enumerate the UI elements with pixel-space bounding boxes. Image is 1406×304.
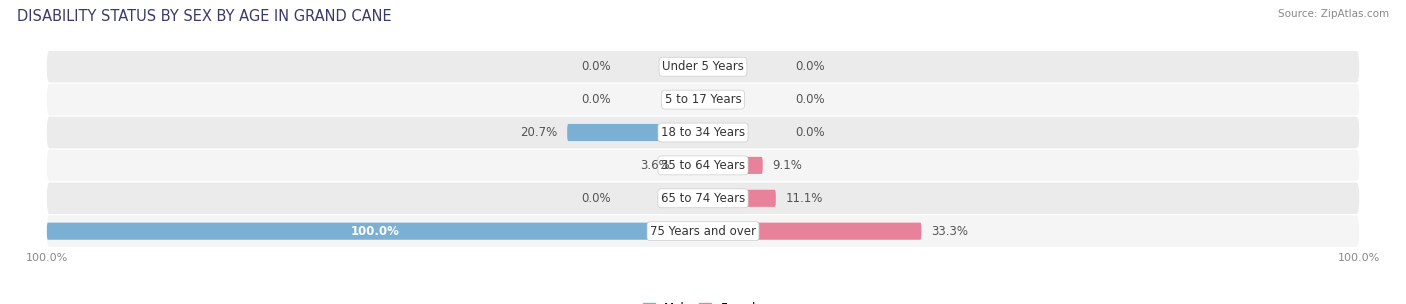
Text: Source: ZipAtlas.com: Source: ZipAtlas.com (1278, 9, 1389, 19)
Text: 75 Years and over: 75 Years and over (650, 225, 756, 238)
Text: 0.0%: 0.0% (794, 60, 824, 73)
Text: 5 to 17 Years: 5 to 17 Years (665, 93, 741, 106)
FancyBboxPatch shape (46, 182, 1360, 214)
FancyBboxPatch shape (46, 51, 1360, 82)
FancyBboxPatch shape (679, 157, 703, 174)
Text: 0.0%: 0.0% (582, 93, 612, 106)
FancyBboxPatch shape (46, 84, 1360, 116)
Text: 0.0%: 0.0% (794, 126, 824, 139)
Text: 100.0%: 100.0% (350, 225, 399, 238)
Legend: Male, Female: Male, Female (638, 297, 768, 304)
FancyBboxPatch shape (46, 216, 1360, 247)
Text: 35 to 64 Years: 35 to 64 Years (661, 159, 745, 172)
Text: 65 to 74 Years: 65 to 74 Years (661, 192, 745, 205)
Text: 20.7%: 20.7% (520, 126, 557, 139)
Text: 3.6%: 3.6% (640, 159, 669, 172)
Text: 0.0%: 0.0% (582, 192, 612, 205)
Text: 0.0%: 0.0% (582, 60, 612, 73)
Text: 9.1%: 9.1% (772, 159, 803, 172)
FancyBboxPatch shape (46, 223, 703, 240)
Text: 18 to 34 Years: 18 to 34 Years (661, 126, 745, 139)
FancyBboxPatch shape (46, 150, 1360, 181)
FancyBboxPatch shape (703, 190, 776, 207)
Text: 0.0%: 0.0% (794, 93, 824, 106)
FancyBboxPatch shape (46, 117, 1360, 148)
Text: 11.1%: 11.1% (786, 192, 823, 205)
Text: 33.3%: 33.3% (931, 225, 969, 238)
FancyBboxPatch shape (703, 223, 921, 240)
FancyBboxPatch shape (567, 124, 703, 141)
Text: DISABILITY STATUS BY SEX BY AGE IN GRAND CANE: DISABILITY STATUS BY SEX BY AGE IN GRAND… (17, 9, 391, 24)
Text: Under 5 Years: Under 5 Years (662, 60, 744, 73)
FancyBboxPatch shape (703, 157, 762, 174)
